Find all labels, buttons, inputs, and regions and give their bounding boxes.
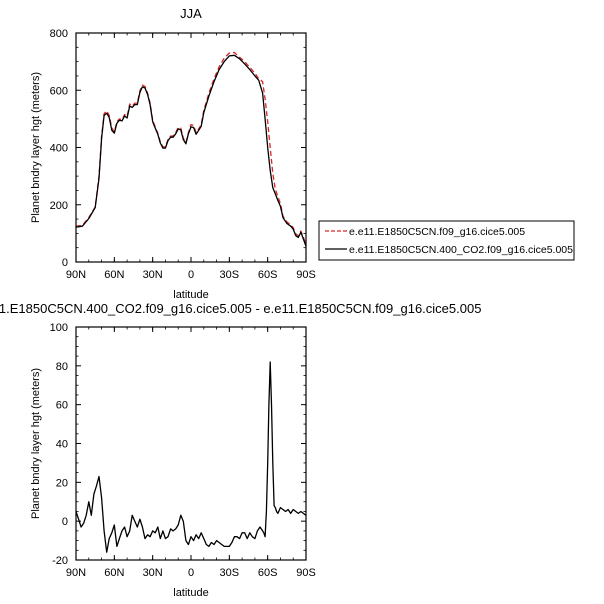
x-tick-label: 30N xyxy=(143,269,163,281)
series-line-2 xyxy=(75,54,307,247)
x-tick-label: 60N xyxy=(104,269,124,281)
y-axis-label: Planet bndry layer hgt (meters) xyxy=(30,72,42,223)
y-tick-label: 80 xyxy=(56,361,68,373)
chart-title: e.e11.E1850C5CN.400_CO2.f09_g16.cice5.00… xyxy=(0,301,481,316)
y-tick-label: 0 xyxy=(62,516,68,528)
y-tick-label: 400 xyxy=(50,143,68,155)
plot-frame xyxy=(75,326,307,561)
x-tick-label: 0 xyxy=(188,269,194,281)
x-tick-label: 30N xyxy=(143,567,163,579)
x-tick-label: 30S xyxy=(220,567,240,579)
x-tick-label: 60S xyxy=(258,567,278,579)
y-tick-label: 40 xyxy=(56,439,68,451)
x-axis-label: latitude xyxy=(173,587,208,599)
legend-label-1: e.e11.E1850C5CN.f09_g16.cice5.005 xyxy=(349,226,525,238)
x-tick-label: 90N xyxy=(66,567,86,579)
y-tick-label: 100 xyxy=(50,322,68,334)
y-tick-label: -20 xyxy=(52,555,68,567)
legend-label-2: e.e11.E1850C5CN.400_CO2.f09_g16.cice5.00… xyxy=(349,244,573,256)
series-line-1 xyxy=(75,51,307,246)
x-tick-label: 60N xyxy=(104,567,124,579)
x-tick-label: 90N xyxy=(66,269,86,281)
x-tick-label: 60S xyxy=(258,269,278,281)
y-tick-label: 0 xyxy=(62,257,68,269)
y-axis-label: Planet bndry layer hgt (meters) xyxy=(30,368,42,519)
x-tick-label: 30S xyxy=(220,269,240,281)
x-tick-label: 90S xyxy=(296,567,316,579)
y-tick-label: 60 xyxy=(56,400,68,412)
x-axis-label: latitude xyxy=(173,289,208,301)
series-line-1 xyxy=(75,361,307,553)
x-tick-label: 0 xyxy=(188,567,194,579)
x-tick-label: 90S xyxy=(296,269,316,281)
y-tick-label: 800 xyxy=(50,28,68,40)
y-tick-label: 20 xyxy=(56,477,68,489)
y-tick-label: 200 xyxy=(50,200,68,212)
chart-title: JJA xyxy=(180,6,202,21)
legend-box xyxy=(318,220,575,261)
plot-frame xyxy=(75,32,307,263)
y-tick-label: 600 xyxy=(50,85,68,97)
